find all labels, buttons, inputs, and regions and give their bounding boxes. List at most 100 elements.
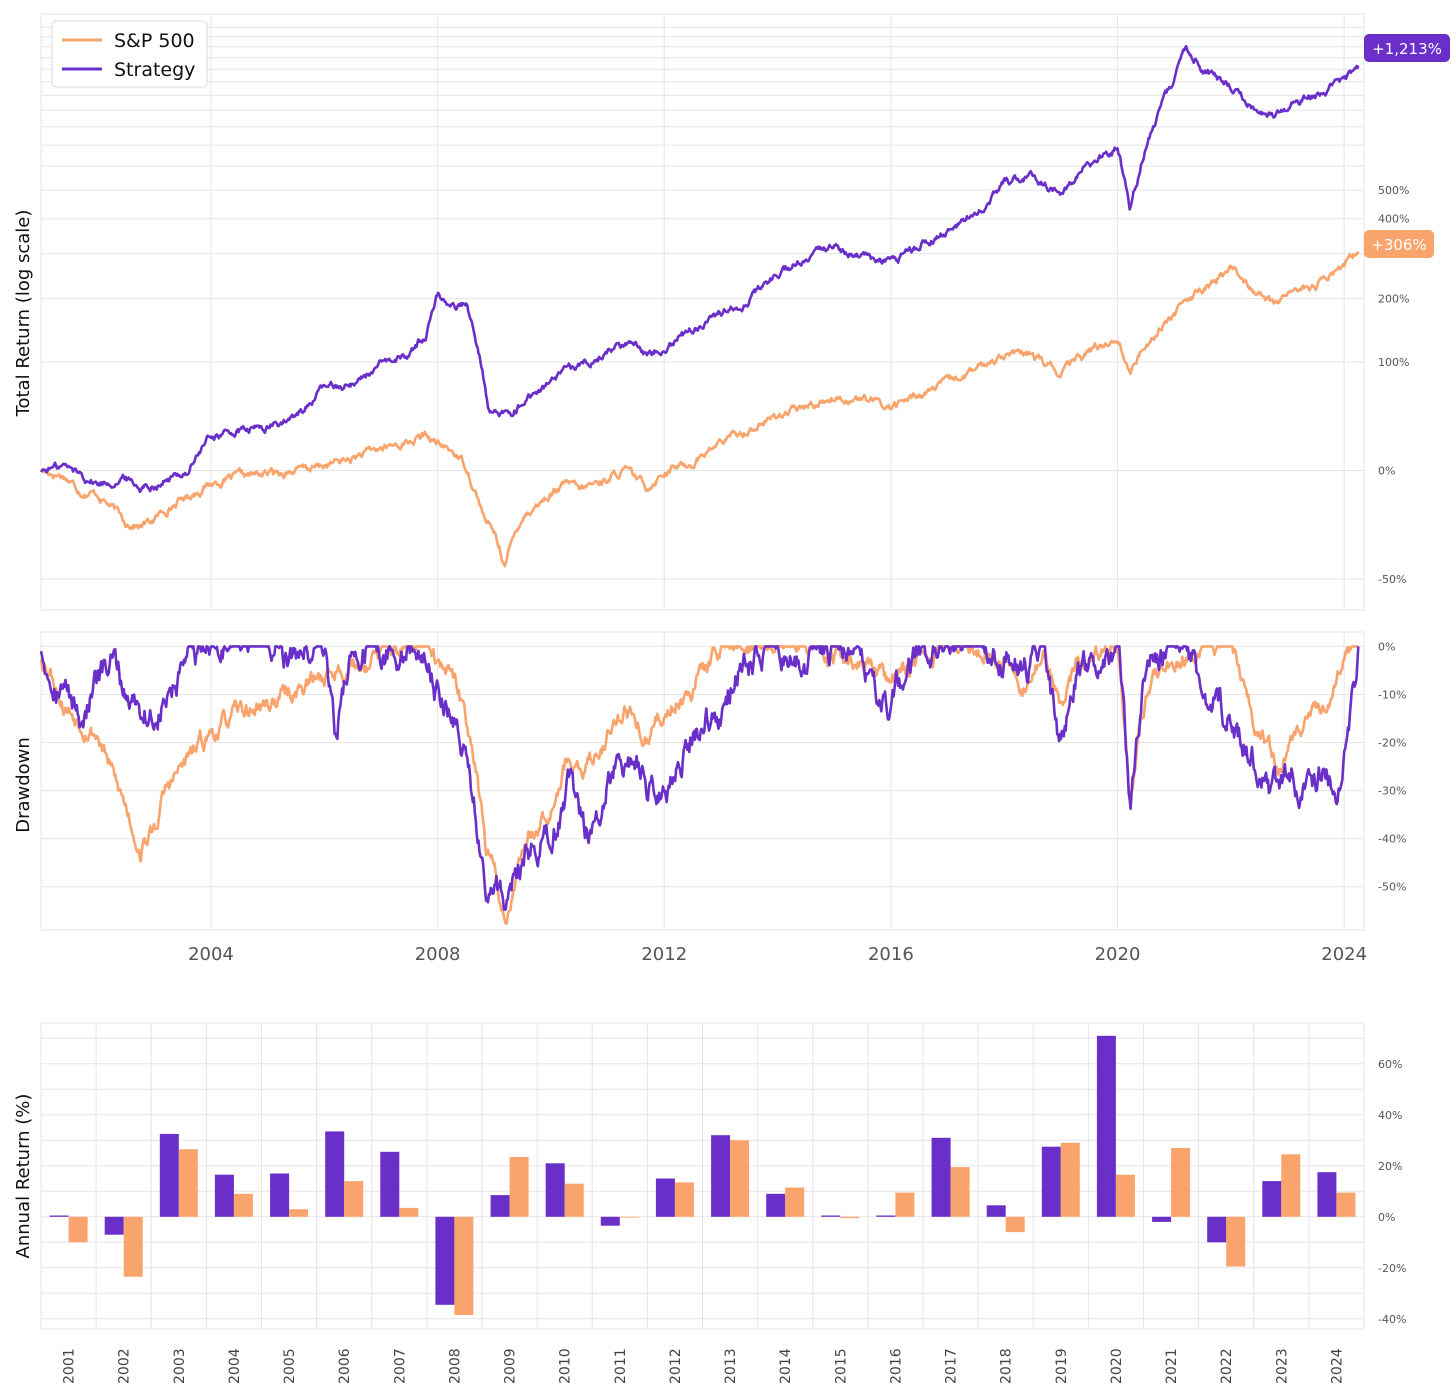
year-tick-2014: 2014 bbox=[778, 1348, 794, 1384]
year-tick-2015: 2015 bbox=[833, 1348, 849, 1384]
bar-strategy-2012 bbox=[655, 1178, 675, 1217]
drawdown-ytick-label: 0% bbox=[1378, 640, 1395, 653]
bar-s-p-500-2010 bbox=[564, 1183, 584, 1217]
bar-strategy-2024 bbox=[1317, 1172, 1337, 1217]
year-tick-2003: 2003 bbox=[172, 1348, 188, 1384]
strategy-end-label: +1,213% bbox=[1364, 34, 1450, 62]
total-return-panel bbox=[40, 13, 1365, 611]
total-return-ylabel: Total Return (log scale) bbox=[13, 210, 34, 418]
year-tick-2010: 2010 bbox=[558, 1348, 574, 1384]
bar-strategy-2022 bbox=[1207, 1216, 1227, 1243]
year-tick-2006: 2006 bbox=[337, 1348, 353, 1384]
bar-s-p-500-2021 bbox=[1171, 1148, 1191, 1217]
bar-strategy-2004 bbox=[214, 1174, 234, 1217]
bar-strategy-2018 bbox=[986, 1205, 1006, 1217]
bar-s-p-500-2013 bbox=[730, 1140, 750, 1217]
total-return-line-s-p-500 bbox=[39, 251, 1360, 568]
sp500-end-label-text: +306% bbox=[1371, 236, 1426, 254]
legend: S&P 500 Strategy bbox=[51, 20, 208, 88]
lines-layer bbox=[39, 44, 1360, 925]
bar-s-p-500-2005 bbox=[289, 1209, 309, 1217]
legend-label-strategy: Strategy bbox=[114, 59, 195, 81]
bar-strategy-2003 bbox=[159, 1133, 179, 1217]
xtick-label-2008: 2008 bbox=[415, 944, 461, 965]
drawdown-ylabel: Drawdown bbox=[13, 737, 34, 833]
bar-strategy-2020 bbox=[1096, 1035, 1116, 1217]
return-ytick-label: 0% bbox=[1378, 465, 1395, 478]
bar-s-p-500-2019 bbox=[1060, 1142, 1080, 1217]
drawdown-ytick-label: -10% bbox=[1378, 688, 1406, 701]
year-tick-2011: 2011 bbox=[613, 1348, 629, 1384]
year-tick-2019: 2019 bbox=[1054, 1348, 1070, 1384]
bar-s-p-500-2001 bbox=[68, 1216, 88, 1243]
bar-s-p-500-2014 bbox=[785, 1187, 805, 1217]
bar-s-p-500-2006 bbox=[344, 1181, 364, 1217]
bar-s-p-500-2015 bbox=[840, 1216, 860, 1219]
annual-ytick-label: 60% bbox=[1378, 1058, 1402, 1071]
bar-s-p-500-2002 bbox=[123, 1216, 143, 1277]
year-tick-2023: 2023 bbox=[1274, 1348, 1290, 1384]
annual-ytick-label: -40% bbox=[1378, 1313, 1406, 1326]
sp500-end-label: +306% bbox=[1364, 230, 1434, 258]
xtick-label-2012: 2012 bbox=[641, 944, 687, 965]
xtick-label-2020: 2020 bbox=[1095, 944, 1141, 965]
year-tick-2021: 2021 bbox=[1164, 1348, 1180, 1384]
year-tick-2008: 2008 bbox=[447, 1348, 463, 1384]
bar-s-p-500-2024 bbox=[1336, 1192, 1356, 1217]
year-tick-2009: 2009 bbox=[503, 1348, 519, 1384]
bar-s-p-500-2023 bbox=[1281, 1154, 1301, 1217]
year-tick-2002: 2002 bbox=[117, 1348, 133, 1384]
bar-strategy-2017 bbox=[931, 1137, 951, 1217]
annual-ytick-label: 40% bbox=[1378, 1109, 1402, 1122]
bar-strategy-2023 bbox=[1262, 1181, 1282, 1217]
bar-strategy-2009 bbox=[490, 1195, 510, 1217]
bar-s-p-500-2008 bbox=[454, 1216, 474, 1315]
strategy-end-label-text: +1,213% bbox=[1372, 40, 1442, 58]
year-tick-2017: 2017 bbox=[944, 1348, 960, 1384]
drawdown-ytick-label: -20% bbox=[1378, 737, 1406, 750]
drawdown-line-s-p-500 bbox=[39, 645, 1359, 925]
year-tick-2004: 2004 bbox=[227, 1348, 243, 1384]
annual-ytick-label: 0% bbox=[1378, 1211, 1395, 1224]
bar-strategy-2008 bbox=[435, 1216, 455, 1305]
year-tick-2001: 2001 bbox=[62, 1348, 78, 1384]
bar-s-p-500-2022 bbox=[1226, 1216, 1246, 1267]
bar-strategy-2019 bbox=[1041, 1146, 1061, 1217]
annual-ytick-label: -20% bbox=[1378, 1262, 1406, 1275]
drawdown-ytick-label: -40% bbox=[1378, 833, 1406, 846]
year-tick-2020: 2020 bbox=[1109, 1348, 1125, 1384]
return-ytick-label: 500% bbox=[1378, 184, 1409, 197]
return-ytick-label: 400% bbox=[1378, 213, 1409, 226]
return-ytick-label: 200% bbox=[1378, 293, 1409, 306]
bar-s-p-500-2011 bbox=[619, 1216, 639, 1218]
bar-strategy-2011 bbox=[600, 1216, 620, 1226]
bar-strategy-2013 bbox=[711, 1135, 731, 1217]
year-tick-2005: 2005 bbox=[282, 1348, 298, 1384]
bar-strategy-2016 bbox=[876, 1215, 896, 1217]
year-tick-2012: 2012 bbox=[668, 1348, 684, 1384]
return-ytick-label: -50% bbox=[1378, 573, 1406, 586]
bar-s-p-500-2012 bbox=[674, 1182, 694, 1217]
year-tick-2016: 2016 bbox=[888, 1348, 904, 1384]
annual-return-ylabel: Annual Return (%) bbox=[13, 1094, 34, 1259]
bar-s-p-500-2018 bbox=[1005, 1216, 1025, 1233]
annual-ytick-label: 20% bbox=[1378, 1160, 1402, 1173]
year-tick-2018: 2018 bbox=[999, 1348, 1015, 1384]
bar-s-p-500-2020 bbox=[1115, 1174, 1135, 1217]
bar-strategy-2001 bbox=[49, 1215, 69, 1217]
legend-label-sp500: S&P 500 bbox=[114, 30, 195, 52]
bar-s-p-500-2004 bbox=[233, 1193, 253, 1217]
bars-layer bbox=[49, 1035, 1356, 1315]
year-tick-2024: 2024 bbox=[1329, 1348, 1345, 1384]
drawdown-line-strategy bbox=[39, 645, 1360, 912]
sp500-end-label-bg bbox=[1364, 230, 1434, 258]
return-ytick-label: 100% bbox=[1378, 356, 1409, 369]
bar-s-p-500-2003 bbox=[178, 1149, 198, 1217]
year-tick-2022: 2022 bbox=[1219, 1348, 1235, 1384]
bar-strategy-2002 bbox=[104, 1216, 124, 1235]
year-tick-2013: 2013 bbox=[723, 1348, 739, 1384]
bar-strategy-2007 bbox=[380, 1151, 400, 1217]
tick-layer: 500% 400% 200% 100% 0% -50% 0% -10% -20% -30% -40%… bbox=[62, 184, 1410, 1384]
